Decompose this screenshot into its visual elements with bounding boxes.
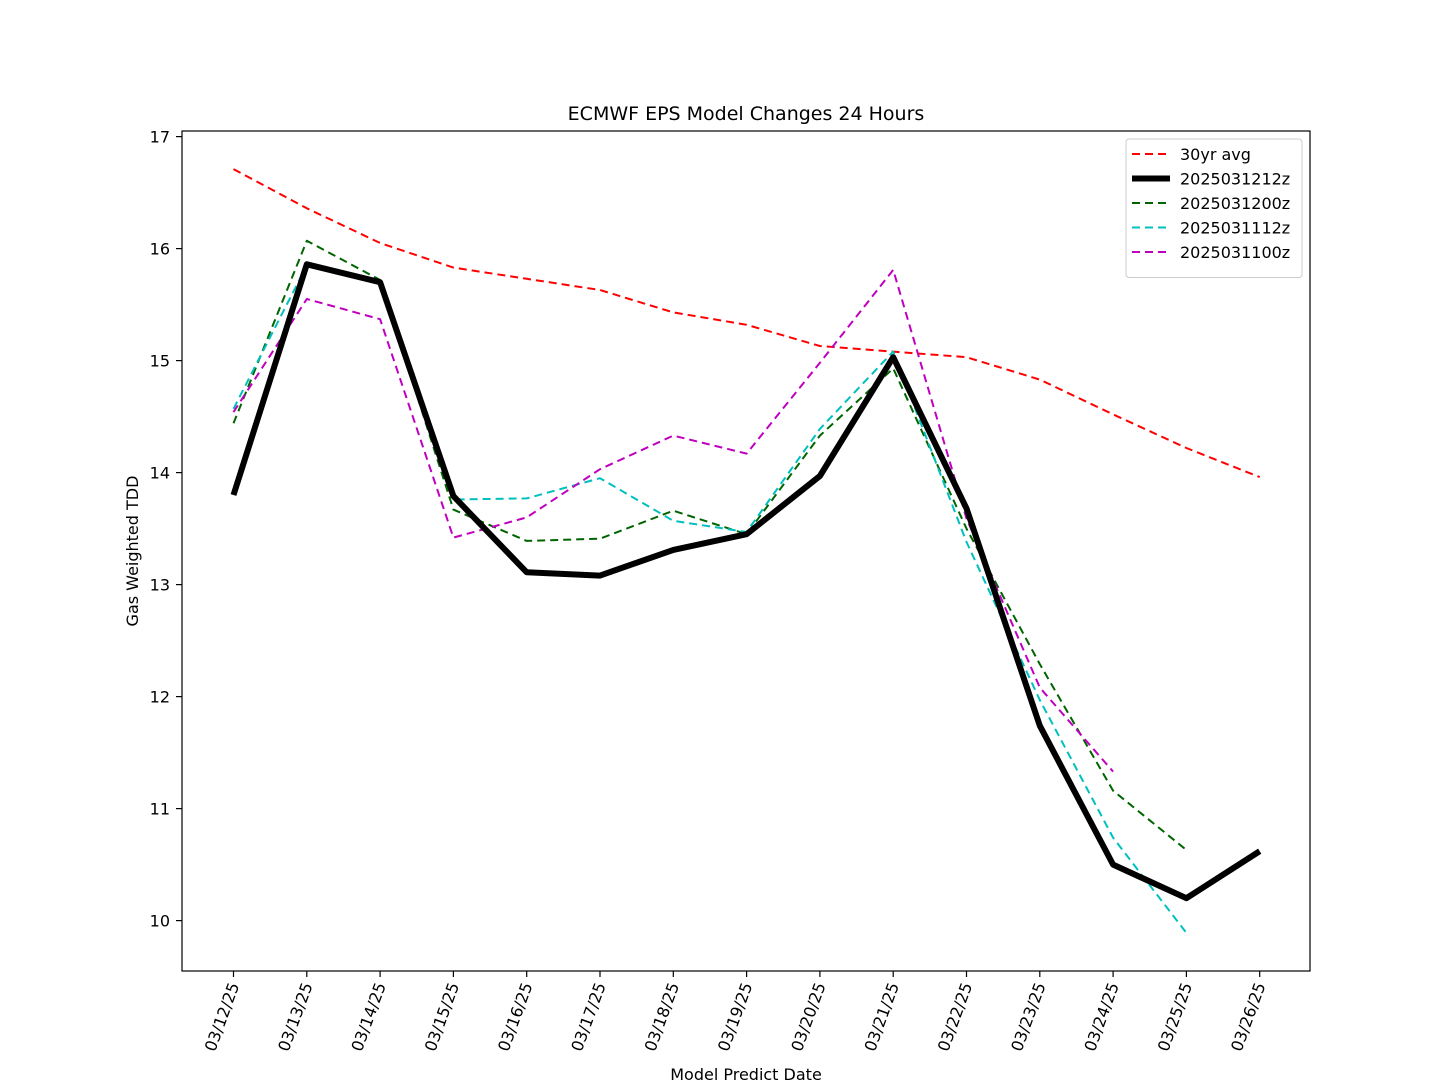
legend-label: 2025031200z <box>1180 194 1290 213</box>
x-tick-label: 03/20/25 <box>787 980 829 1054</box>
x-tick-label: 03/13/25 <box>274 980 316 1054</box>
legend-box <box>1125 138 1303 278</box>
y-tick-label: 10 <box>150 912 170 931</box>
series-line-30yr avg <box>233 168 1261 479</box>
y-tick-label: 11 <box>150 800 170 819</box>
series-layer <box>230 168 1262 934</box>
x-tick-label: 03/21/25 <box>861 980 903 1054</box>
x-tick-label: 03/22/25 <box>934 980 976 1054</box>
chart-title: ECMWF EPS Model Changes 24 Hours <box>568 103 925 125</box>
y-tick-label: 12 <box>150 688 170 707</box>
x-tick-label: 03/25/25 <box>1154 980 1196 1054</box>
y-axis-label: Gas Weighted TDD <box>123 476 142 627</box>
x-tick-label: 03/14/25 <box>347 980 389 1054</box>
x-tick-label: 03/23/25 <box>1007 980 1049 1054</box>
x-tick-label: 03/18/25 <box>641 980 683 1054</box>
legend-label: 2025031212z <box>1180 170 1290 189</box>
x-tick-label: 03/12/25 <box>201 980 243 1054</box>
series-line-2025031100z <box>232 268 1114 773</box>
legend: 30yr avg 2025031212z 2025031200z 2025031112… <box>1125 138 1303 278</box>
x-tick-label: 03/17/25 <box>567 980 609 1054</box>
legend-label: 2025031112z <box>1180 219 1290 238</box>
x-tick-label: 03/15/25 <box>421 980 463 1054</box>
x-axis-label: Model Predict Date <box>670 1065 822 1084</box>
plot-area <box>181 130 1311 972</box>
series-line-2025031212z <box>230 261 1262 902</box>
x-tick-label: 03/19/25 <box>714 980 756 1054</box>
y-tick-label: 17 <box>150 128 170 147</box>
legend-label: 2025031100z <box>1180 243 1290 262</box>
y-tick-label: 16 <box>150 240 170 259</box>
y-axis: 10 11 12 13 14 15 16 17 <box>150 128 182 931</box>
legend-label: 30yr avg <box>1180 145 1251 164</box>
x-tick-label: 03/24/25 <box>1080 980 1122 1054</box>
y-tick-label: 14 <box>150 464 170 483</box>
y-tick-label: 15 <box>150 352 170 371</box>
x-tick-label: 03/16/25 <box>494 980 536 1054</box>
y-tick-label: 13 <box>150 576 170 595</box>
x-axis: 03/12/25 03/13/25 03/14/25 03/15/25 03/16/25… <box>201 971 1269 1054</box>
x-tick-label: 03/26/25 <box>1227 980 1269 1054</box>
